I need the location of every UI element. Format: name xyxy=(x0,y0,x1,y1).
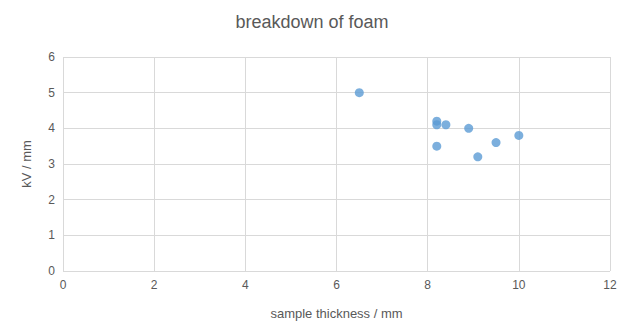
svg-text:3: 3 xyxy=(48,157,55,171)
svg-text:4: 4 xyxy=(242,278,249,292)
svg-text:kV / mm: kV / mm xyxy=(19,140,34,188)
svg-text:6: 6 xyxy=(333,278,340,292)
svg-text:0: 0 xyxy=(48,264,55,278)
svg-text:0: 0 xyxy=(60,278,67,292)
svg-text:breakdown of foam: breakdown of foam xyxy=(235,12,388,32)
svg-text:5: 5 xyxy=(48,86,55,100)
svg-text:4: 4 xyxy=(48,121,55,135)
svg-text:sample thickness / mm: sample thickness / mm xyxy=(270,306,402,321)
svg-text:6: 6 xyxy=(48,50,55,64)
svg-text:2: 2 xyxy=(151,278,158,292)
svg-text:10: 10 xyxy=(512,278,526,292)
svg-text:12: 12 xyxy=(603,278,617,292)
svg-text:8: 8 xyxy=(424,278,431,292)
svg-text:2: 2 xyxy=(48,193,55,207)
svg-text:1: 1 xyxy=(48,228,55,242)
